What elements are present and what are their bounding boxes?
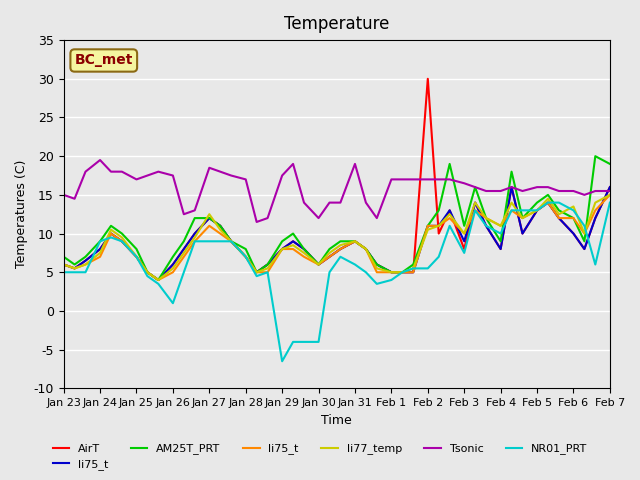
Y-axis label: Temperatures (C): Temperatures (C) — [15, 160, 28, 268]
Text: BC_met: BC_met — [75, 53, 133, 68]
X-axis label: Time: Time — [321, 414, 352, 427]
Legend: AirT, li75_t, AM25T_PRT, li75_t, li77_temp, Tsonic, NR01_PRT: AirT, li75_t, AM25T_PRT, li75_t, li77_te… — [48, 439, 592, 474]
Title: Temperature: Temperature — [284, 15, 390, 33]
